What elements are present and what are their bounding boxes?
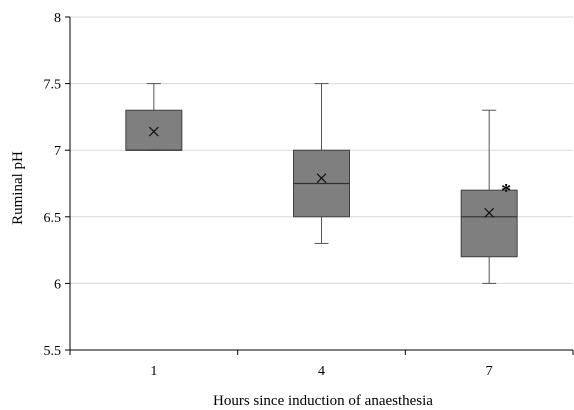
significance-marker: *: [501, 180, 511, 202]
box-series: *: [125, 83, 518, 284]
x-axis-label: Hours since induction of anaesthesia: [213, 393, 433, 409]
y-tick-label: 7: [54, 144, 61, 159]
box-7: *: [460, 109, 518, 284]
y-tick-label: 5.5: [44, 344, 62, 359]
interquartile-box: [460, 189, 518, 258]
mean-marker: [148, 126, 159, 137]
y-tick-label: 7.5: [44, 78, 62, 93]
mean-marker: [316, 173, 327, 184]
mean-marker: [484, 207, 495, 218]
x-tick-label: 1: [150, 364, 157, 379]
axes: 5.5 6 6.5 7 7.5 8 1 4 7: [44, 11, 574, 379]
y-tick-label: 6: [54, 277, 61, 292]
y-tick-label: 6.5: [44, 211, 62, 226]
x-tick-label: 4: [318, 364, 325, 379]
box-4: [293, 83, 350, 244]
y-tick-label: 8: [54, 11, 61, 26]
y-axis-label: Ruminal pH: [10, 151, 26, 225]
box-1: [125, 83, 183, 151]
interquartile-box: [125, 109, 183, 151]
x-tick-label: 7: [486, 364, 493, 379]
